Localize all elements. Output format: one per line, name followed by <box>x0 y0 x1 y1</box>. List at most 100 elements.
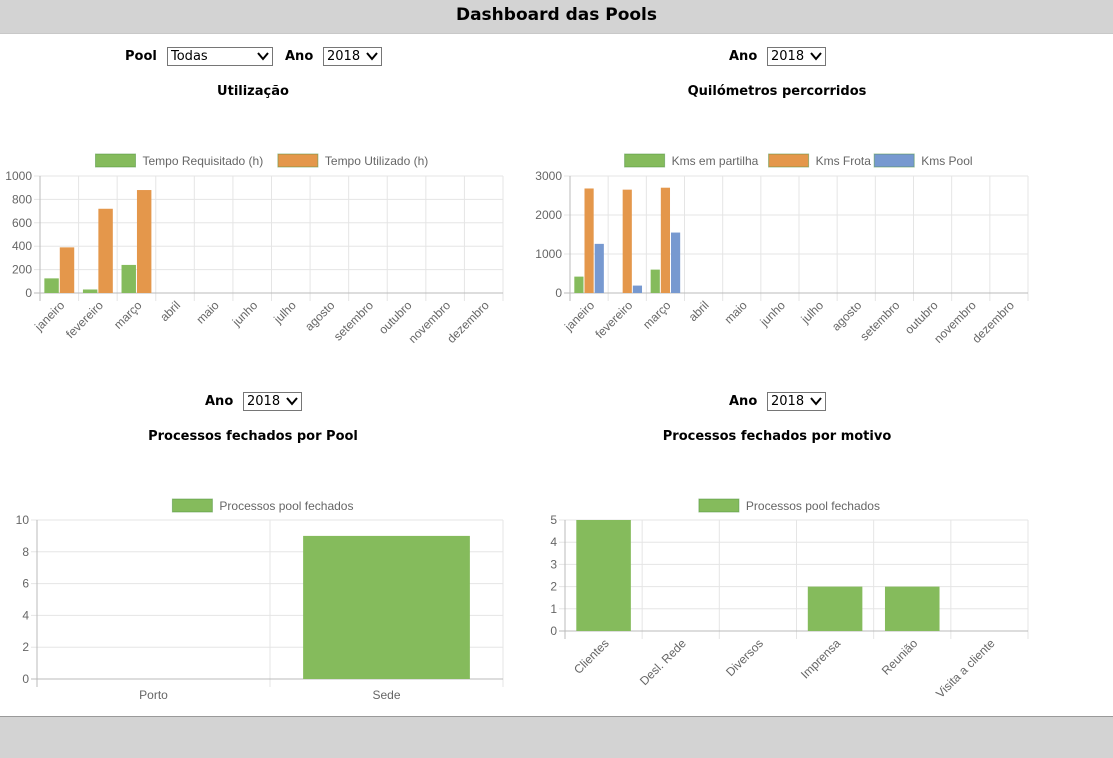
y-tick-label: 5 <box>550 513 557 527</box>
x-tick-label: setembro <box>331 298 377 344</box>
x-tick-label: agosto <box>829 298 865 334</box>
ano-filter-label-pool: Ano <box>205 394 234 409</box>
y-tick-label: 1 <box>550 602 557 616</box>
x-tick-label: Visita a cliente <box>933 636 998 701</box>
bar <box>594 243 604 293</box>
ano-filter-label-km: Ano <box>729 49 758 64</box>
y-tick-label: 200 <box>12 263 32 277</box>
x-tick-label: Sede <box>372 688 400 702</box>
y-tick-label: 3000 <box>535 169 562 183</box>
y-tick-label: 1000 <box>535 247 562 261</box>
y-tick-label: 6 <box>22 577 29 591</box>
bar <box>622 189 632 293</box>
chart-title-processos-motivo: Processos fechados por motivo <box>662 429 892 444</box>
y-tick-label: 800 <box>12 192 32 206</box>
x-tick-label: dezembro <box>444 298 492 346</box>
bar <box>807 586 863 631</box>
bar <box>576 520 631 631</box>
bar <box>121 264 136 293</box>
y-tick-label: 8 <box>22 545 29 559</box>
legend-swatch <box>277 153 319 168</box>
chevron-down-icon <box>257 52 269 61</box>
bar <box>136 190 152 293</box>
x-tick-label: março <box>111 298 145 332</box>
legend-swatch <box>95 153 136 168</box>
chart-processos-pool: Processos pool fechados 0 2 4 6 8 10 Porto Sede <box>16 498 504 702</box>
x-tick-label: janeiro <box>31 298 67 334</box>
x-tick-label: setembro <box>857 298 903 344</box>
x-tick-label: dezembro <box>969 298 1017 346</box>
bar <box>632 285 643 293</box>
bar <box>59 247 75 293</box>
bar <box>584 188 594 293</box>
x-tick-label: junho <box>757 298 789 330</box>
x-tick-label: abril <box>157 298 183 324</box>
footer-bar <box>0 716 1113 758</box>
bar <box>660 187 671 293</box>
x-tick-label: Reunião <box>879 636 921 678</box>
chevron-down-icon <box>810 397 822 406</box>
ano-select-motivo[interactable]: 2018 <box>767 392 826 411</box>
pool-select[interactable]: Todas <box>167 47 273 66</box>
y-tick-label: 0 <box>550 624 557 638</box>
legend-label: Kms Pool <box>921 154 972 168</box>
ano-select-value-util: 2018 <box>327 49 361 64</box>
ano-select-value-motivo: 2018 <box>771 394 805 409</box>
ano-select-pool[interactable]: 2018 <box>243 392 302 411</box>
y-tick-label: 600 <box>12 216 32 230</box>
x-tick-label: outubro <box>376 298 415 337</box>
chevron-down-icon <box>810 52 822 61</box>
y-tick-label: 4 <box>550 535 557 549</box>
bar <box>650 269 660 293</box>
y-tick-label: 2 <box>22 640 29 654</box>
x-tick-label: maio <box>722 298 751 327</box>
x-tick-label: abril <box>686 298 712 324</box>
x-tick-label: julho <box>270 298 299 327</box>
legend-label: Kms em partilha <box>672 154 759 168</box>
legend-label: Tempo Utilizado (h) <box>325 154 428 168</box>
chart-title-utilizacao: Utilização <box>217 84 289 99</box>
legend-swatch <box>873 153 915 168</box>
legend-swatch <box>171 498 213 513</box>
x-tick-label: Clientes <box>571 636 612 677</box>
y-tick-label: 2 <box>550 580 557 594</box>
ano-select-value-km: 2018 <box>771 49 805 64</box>
x-tick-label: Imprensa <box>798 636 844 682</box>
x-tick-label: Diversos <box>723 636 766 679</box>
chart-quilometros: Kms em partilha Kms Frota Kms Pool 0 1000 200… <box>535 153 1029 346</box>
x-tick-label: fevereiro <box>63 298 106 341</box>
ano-select-util[interactable]: 2018 <box>323 47 382 66</box>
bar <box>671 232 681 293</box>
legend-label: Tempo Requisitado (h) <box>143 154 264 168</box>
ano-filter-label-util: Ano <box>285 49 314 64</box>
y-tick-label: 1000 <box>5 169 32 183</box>
x-tick-label: Porto <box>139 688 168 702</box>
chevron-down-icon <box>286 397 298 406</box>
bar <box>44 278 59 293</box>
x-tick-label: agosto <box>302 298 338 334</box>
chart-title-quilometros: Quilómetros percorridos <box>687 84 867 99</box>
x-tick-label: Desl. Rede <box>637 636 689 688</box>
y-tick-label: 0 <box>555 286 562 300</box>
chart-processos-motivo: Processos pool fechados 0 1 2 3 4 5 Clientes Des… <box>550 498 1029 701</box>
x-tick-label: janeiro <box>561 298 597 334</box>
legend-swatch <box>768 153 810 168</box>
ano-filter-label-motivo: Ano <box>729 394 758 409</box>
chart-utilizacao: Tempo Requisitado (h) Tempo Utilizado (h)… <box>5 153 504 346</box>
legend-label: Processos pool fechados <box>219 499 353 513</box>
y-tick-label: 400 <box>12 239 32 253</box>
legend-swatch <box>624 153 666 168</box>
bar <box>574 276 584 293</box>
y-tick-label: 2000 <box>535 208 562 222</box>
legend-label: Kms Frota <box>816 154 872 168</box>
y-tick-label: 0 <box>25 286 32 300</box>
pool-filter-label: Pool <box>125 49 157 64</box>
ano-select-value-pool: 2018 <box>247 394 281 409</box>
x-tick-label: junho <box>229 298 261 330</box>
pool-select-value: Todas <box>171 49 208 64</box>
chevron-down-icon <box>366 52 378 61</box>
legend-swatch <box>698 498 740 513</box>
ano-select-km[interactable]: 2018 <box>767 47 826 66</box>
x-tick-label: julho <box>798 298 827 327</box>
dashboard-header: Dashboard das Pools <box>0 0 1113 34</box>
